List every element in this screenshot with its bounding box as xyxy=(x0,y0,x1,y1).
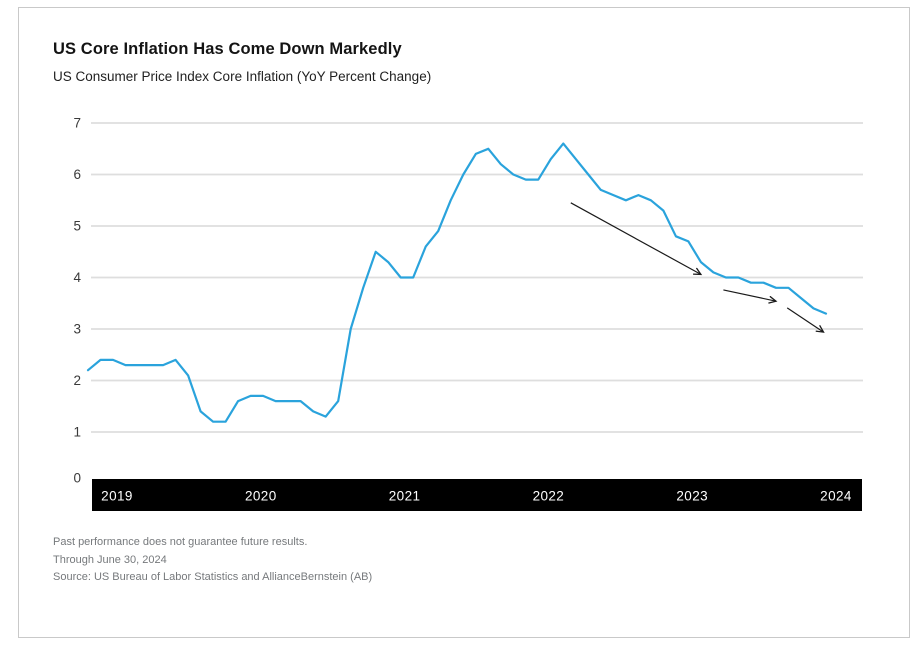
x-axis-year-label: 2024 xyxy=(820,489,852,504)
inflation-line xyxy=(86,142,828,423)
x-axis-band xyxy=(92,479,862,511)
footnote-through-date: Through June 30, 2024 xyxy=(53,553,167,566)
trend-arrow xyxy=(786,307,823,332)
y-axis-label: 0 xyxy=(73,471,81,486)
chart-card: US Core Inflation Has Come Down Markedly… xyxy=(18,7,910,638)
y-axis-label: 3 xyxy=(73,322,81,337)
y-axis-label: 1 xyxy=(73,425,81,440)
x-axis-year-label: 2022 xyxy=(533,489,565,504)
trend-arrow xyxy=(723,289,776,301)
y-axis-label: 2 xyxy=(73,373,81,388)
footnotes: Past performance does not guarantee futu… xyxy=(53,537,372,590)
y-axis-label: 6 xyxy=(73,167,81,182)
chart-title: US Core Inflation Has Come Down Markedly xyxy=(53,40,402,58)
y-axis-label: 5 xyxy=(73,219,81,234)
x-axis-year-label: 2023 xyxy=(676,489,708,504)
y-axis-label: 4 xyxy=(73,270,81,285)
x-axis-year-label: 2020 xyxy=(245,489,277,504)
x-axis-year-label: 2019 xyxy=(101,489,133,504)
trend-arrow xyxy=(570,202,701,275)
x-axis-year-label: 2021 xyxy=(389,489,421,504)
y-axis-label: 7 xyxy=(73,116,81,131)
footnote-disclaimer: Past performance does not guarantee futu… xyxy=(53,536,308,548)
line-chart: 0 1 2 3 4 5 6 7 2019 2020 2021 2022 2023 2024 xyxy=(73,116,863,511)
chart-subtitle: US Consumer Price Index Core Inflation (… xyxy=(53,69,432,84)
footnote-source: Source: US Bureau of Labor Statistics an… xyxy=(53,571,373,583)
